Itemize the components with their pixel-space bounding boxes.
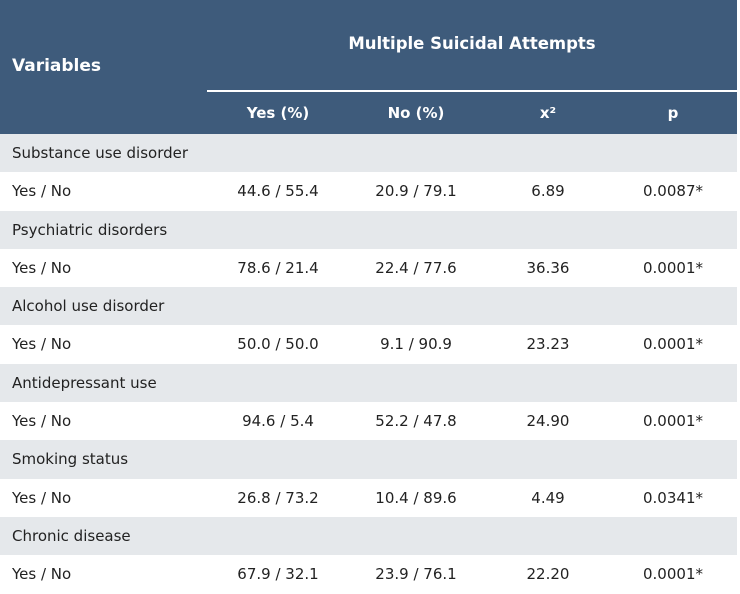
no-cell: 22.4 / 77.6	[375, 258, 457, 277]
table-header: Variables Multiple Suicidal Attempts Yes…	[0, 0, 737, 134]
category-label: Antidepressant use	[12, 373, 157, 392]
yes-cell: 44.6 / 55.4	[237, 182, 319, 201]
chi2-cell: 6.89	[531, 182, 565, 201]
variables-header: Variables	[12, 56, 102, 76]
table-row: Yes / No 78.6 / 21.4 22.4 / 77.6 36.36 0…	[0, 249, 737, 287]
row-label: Yes / No	[12, 258, 72, 277]
category-label: Smoking status	[12, 450, 129, 469]
header-divider	[207, 90, 737, 92]
group-header: Multiple Suicidal Attempts	[348, 34, 596, 53]
yes-cell: 50.0 / 50.0	[237, 335, 319, 354]
table-body: Substance use disorder Yes / No 44.6 / 5…	[0, 134, 737, 594]
row-label: Yes / No	[12, 488, 72, 507]
category-row: Alcohol use disorder	[0, 287, 737, 326]
no-cell: 23.9 / 76.1	[375, 565, 457, 584]
no-cell: 20.9 / 79.1	[375, 182, 457, 201]
col-yes-header: Yes (%)	[246, 104, 310, 122]
row-label: Yes / No	[12, 335, 72, 354]
category-row: Smoking status	[0, 440, 737, 479]
p-cell: 0.0341*	[643, 488, 703, 507]
no-cell: 9.1 / 90.9	[380, 335, 452, 354]
category-label: Chronic disease	[12, 526, 131, 545]
yes-cell: 26.8 / 73.2	[237, 488, 319, 507]
p-cell: 0.0001*	[643, 335, 703, 354]
yes-cell: 78.6 / 21.4	[237, 258, 319, 277]
category-row: Antidepressant use	[0, 363, 737, 403]
chi2-cell: 36.36	[526, 258, 570, 277]
row-label: Yes / No	[12, 182, 72, 201]
category-row: Substance use disorder	[0, 134, 737, 173]
table-row: Yes / No 67.9 / 32.1 23.9 / 76.1 22.20 0…	[0, 555, 737, 593]
table-row: Yes / No 26.8 / 73.2 10.4 / 89.6 4.49 0.…	[0, 479, 737, 517]
col-p-header: p	[667, 104, 679, 122]
no-cell: 10.4 / 89.6	[375, 488, 457, 507]
yes-cell: 67.9 / 32.1	[237, 565, 319, 584]
chi2-cell: 4.49	[531, 488, 565, 507]
p-cell: 0.0087*	[643, 182, 703, 201]
table-row: Yes / No 44.6 / 55.4 20.9 / 79.1 6.89 0.…	[0, 172, 737, 210]
chi2-cell: 24.90	[526, 412, 570, 431]
p-cell: 0.0001*	[643, 258, 703, 277]
p-cell: 0.0001*	[643, 565, 703, 584]
category-label: Alcohol use disorder	[12, 297, 165, 316]
row-label: Yes / No	[12, 565, 72, 584]
chi2-cell: 23.23	[526, 335, 570, 354]
yes-cell: 94.6 / 5.4	[242, 412, 314, 431]
category-row: Chronic disease	[0, 516, 737, 556]
chi2-cell: 22.20	[526, 565, 570, 584]
category-row: Psychiatric disorders	[0, 210, 737, 249]
no-cell: 52.2 / 47.8	[375, 412, 457, 431]
table-row: Yes / No 50.0 / 50.0 9.1 / 90.9 23.23 0.…	[0, 325, 737, 363]
col-chi2-header: x²	[539, 104, 557, 122]
col-no-header: No (%)	[387, 104, 445, 122]
table-row: Yes / No 94.6 / 5.4 52.2 / 47.8 24.90 0.…	[0, 402, 737, 440]
category-label: Substance use disorder	[12, 144, 189, 162]
category-label: Psychiatric disorders	[12, 220, 168, 239]
p-cell: 0.0001*	[643, 412, 703, 431]
row-label: Yes / No	[12, 412, 72, 431]
